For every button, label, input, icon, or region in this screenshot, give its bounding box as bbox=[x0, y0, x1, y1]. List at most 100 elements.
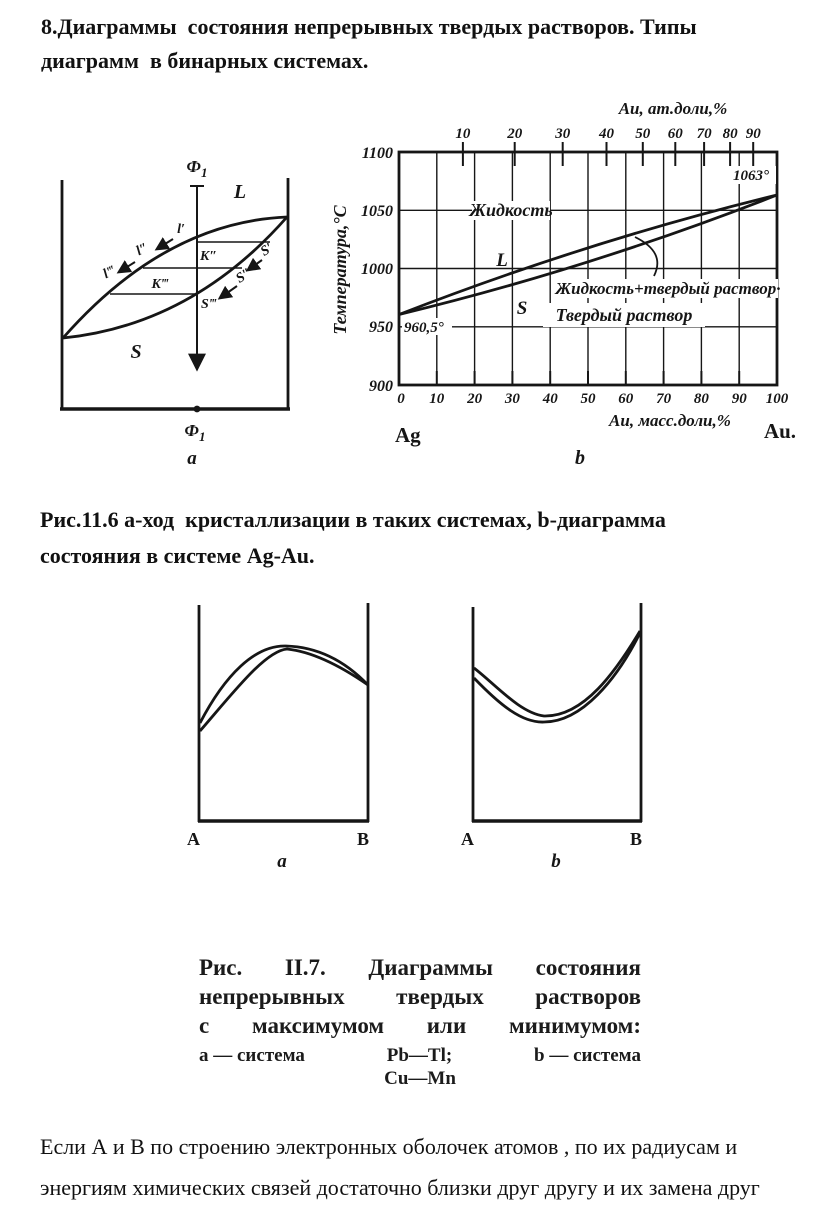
title-line-1: 8.Диаграммы состояния непрерывных тверды… bbox=[41, 14, 697, 39]
phi-top-label: Ф1 bbox=[187, 157, 208, 180]
svg-text:80: 80 bbox=[694, 391, 710, 407]
svg-text:20: 20 bbox=[506, 126, 523, 142]
svg-text:950: 950 bbox=[369, 319, 393, 336]
page-title: 8.Диаграммы состояния непрерывных тверды… bbox=[41, 10, 771, 78]
figure-frame bbox=[60, 178, 290, 411]
body-line-2: энергиям химических связей достаточно бл… bbox=[40, 1175, 760, 1200]
caption-line-3: с максимумом или минимумом: bbox=[199, 1013, 641, 1038]
point-l3-label: l‴ bbox=[101, 263, 118, 282]
component-a-label: A bbox=[461, 829, 474, 849]
au-corner-label: Au. bbox=[764, 419, 796, 443]
point-s2-label: S″ bbox=[233, 266, 254, 287]
svg-text:30: 30 bbox=[504, 391, 521, 407]
caption-line-2: состояния в системе Ag-Au. bbox=[40, 543, 315, 568]
svg-text:1100: 1100 bbox=[362, 145, 393, 162]
body-paragraph: Если А и В по строению электронных оболо… bbox=[40, 1126, 795, 1208]
ag-corner-label: Ag bbox=[395, 423, 421, 447]
point-l1-label: l′ bbox=[177, 222, 185, 237]
gridlines bbox=[399, 152, 777, 385]
svg-text:20: 20 bbox=[466, 391, 483, 407]
figure-11-6b-chart: 10 20 30 40 50 60 70 80 90 Au, ат.доли,%… bbox=[330, 99, 796, 469]
point-l2-label: l″ bbox=[134, 241, 151, 260]
svg-text:100: 100 bbox=[766, 391, 789, 407]
svg-text:10: 10 bbox=[455, 126, 471, 142]
au-melting-point-label: 1063° bbox=[733, 168, 769, 184]
svg-text:50: 50 bbox=[581, 391, 597, 407]
y-axis-tick-labels: 1100 1050 1000 950 900 bbox=[361, 145, 393, 395]
ag-melting-point-label: 960,5° bbox=[404, 320, 444, 336]
y-axis-title: Температура,°С bbox=[330, 204, 350, 334]
liquid-region-label: Жидкость bbox=[467, 200, 552, 220]
figure-ii-7-caption: Рис. II.7. Диаграммы состояния непрерывн… bbox=[199, 953, 641, 1090]
phi-bottom-label: Ф1 bbox=[185, 421, 206, 444]
point-k3-label: K‴ bbox=[150, 277, 168, 292]
label-bg bbox=[472, 201, 550, 220]
svg-text:80: 80 bbox=[723, 126, 739, 142]
top-axis-ticks bbox=[461, 142, 755, 166]
figure-ii-7b-label: b bbox=[551, 851, 561, 872]
top-axis-title: Au, ат.доли,% bbox=[618, 99, 728, 118]
path-arrows bbox=[116, 237, 263, 300]
component-b-label: B bbox=[357, 829, 369, 849]
two-phase-region-label: Жидкость+твердый раствор· bbox=[555, 279, 781, 298]
point-k2-label: K″ bbox=[199, 249, 217, 264]
svg-text:40: 40 bbox=[542, 391, 559, 407]
svg-text:70: 70 bbox=[656, 391, 672, 407]
svg-text:60: 60 bbox=[618, 391, 634, 407]
caption-legend-row: а — система Pb—Tl; b — система bbox=[199, 1045, 641, 1067]
figure-ii-7b: A B b bbox=[461, 603, 643, 872]
title-line-2: диаграмм в бинарных системах. bbox=[41, 48, 369, 73]
label-bg bbox=[402, 318, 452, 335]
max-lens-curves bbox=[198, 644, 370, 732]
region-solid-label: S bbox=[130, 341, 141, 363]
body-line-1: Если А и В по строению электронных оболо… bbox=[40, 1134, 738, 1159]
legend-item-a: а — система bbox=[199, 1045, 305, 1066]
solid-letter-label: S bbox=[517, 298, 528, 319]
composition-line bbox=[188, 185, 206, 413]
solid-solution-region-label: Твердый раствор bbox=[556, 305, 693, 325]
point-s3-label: S‴ bbox=[201, 297, 217, 312]
label-bg bbox=[558, 279, 778, 298]
liquidus-curve bbox=[398, 193, 778, 316]
figure-ii-7a-label: а bbox=[277, 851, 287, 872]
composition-point bbox=[193, 405, 201, 413]
solidus-curve bbox=[398, 193, 778, 316]
tie-lines bbox=[110, 241, 270, 295]
figure-a-label: а bbox=[187, 448, 197, 469]
svg-text:1050: 1050 bbox=[361, 203, 393, 220]
component-a-label: A bbox=[187, 829, 200, 849]
svg-text:70: 70 bbox=[697, 126, 713, 142]
min-lens-curves bbox=[472, 630, 642, 724]
legend-system-cumn: Cu—Mn bbox=[384, 1068, 456, 1089]
component-b-label: B bbox=[630, 829, 642, 849]
svg-text:60: 60 bbox=[668, 126, 684, 142]
caption-line-2: непрерывных твердых растворов bbox=[199, 984, 641, 1009]
top-axis-tick-labels: 10 20 30 40 50 60 70 80 90 bbox=[455, 126, 761, 142]
label-bg bbox=[543, 303, 705, 327]
caption-line-1: Рис. II.7. Диаграммы состояния bbox=[199, 955, 641, 980]
svg-text:900: 900 bbox=[369, 378, 393, 395]
figure-frame bbox=[471, 603, 643, 823]
legend-item-b: b — система bbox=[534, 1045, 641, 1066]
figure-frame bbox=[197, 603, 370, 823]
legend-system-pbtl: Pb—Tl; bbox=[386, 1045, 453, 1066]
bottom-axis-ticks bbox=[435, 371, 741, 385]
svg-text:30: 30 bbox=[554, 126, 571, 142]
svg-text:90: 90 bbox=[732, 391, 748, 407]
svg-text:1000: 1000 bbox=[361, 261, 393, 278]
figure-11-6-caption: Рис.11.6 а-ход кристаллизации в таких си… bbox=[40, 502, 760, 574]
bottom-axis-tick-labels: 0 10 20 30 40 50 60 70 80 90 100 bbox=[397, 391, 789, 407]
svg-text:0: 0 bbox=[397, 391, 405, 407]
figure-b-label: b bbox=[575, 447, 585, 469]
figure-11-6a: Ф1 Ф1 L S l′ l″ l‴ K″ K‴ S′ S″ S‴ а bbox=[60, 157, 290, 469]
phase-boundary-curves bbox=[398, 193, 778, 316]
caption-line-1: Рис.11.6 а-ход кристаллизации в таких си… bbox=[40, 507, 666, 532]
region-liquid-label: L bbox=[233, 181, 246, 203]
svg-text:90: 90 bbox=[746, 126, 762, 142]
bottom-axis-title: Au, масс.доли,% bbox=[608, 411, 731, 430]
figure-ii-7a: A B а bbox=[187, 603, 370, 872]
svg-text:40: 40 bbox=[598, 126, 615, 142]
liquid-letter-label: L bbox=[495, 250, 508, 271]
two-phase-leader-line bbox=[634, 236, 659, 277]
